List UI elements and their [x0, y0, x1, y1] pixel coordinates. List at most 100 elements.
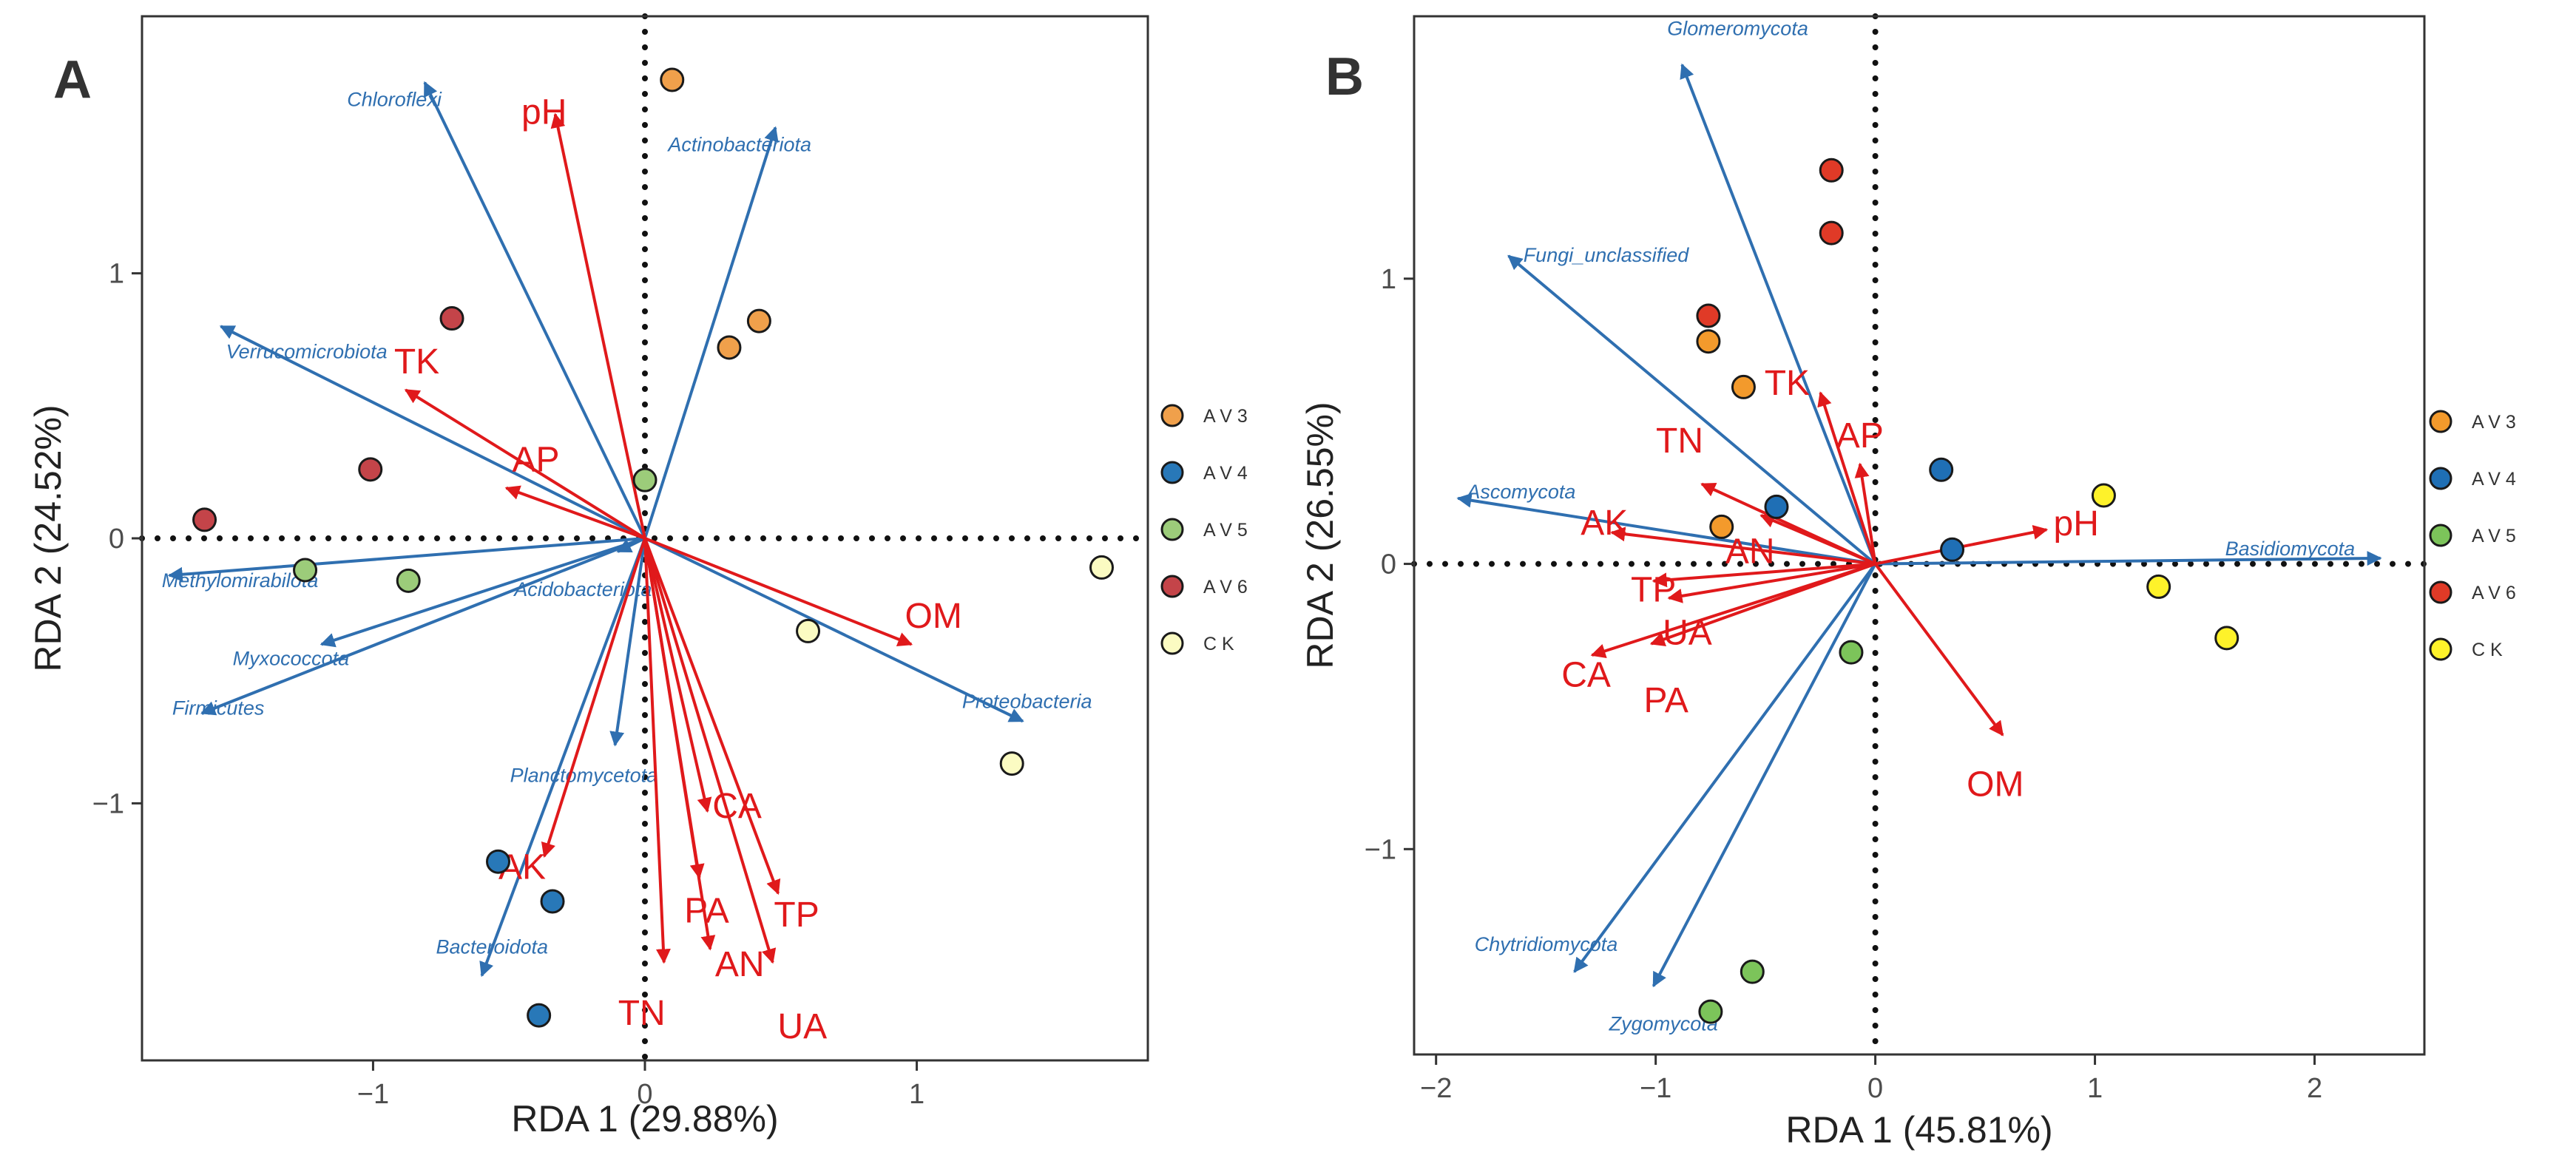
panel-a-point-av4-4 [540, 889, 565, 914]
panel-a-ticks: −1 0 1 −1 0 1 [92, 259, 924, 1110]
panel-a-species-arrow-bacteroidota [479, 538, 646, 978]
panel-a-env-arrow-ca [643, 538, 712, 813]
panel-b-y-tick-label-0: −1 [1365, 834, 1396, 865]
panel-a: A Chloroflexi Actinobacteriota Verrucomicr… [27, 13, 1248, 1140]
panel-a-species-arrow-firmicutes [200, 537, 646, 716]
panel-a-x-tick-label-1: 0 [637, 1079, 652, 1110]
panel-a-point-av6-9 [439, 306, 464, 331]
panel-a-point-ck-14 [999, 751, 1024, 776]
panel-a-point-ck-12 [796, 618, 821, 643]
panel-a-legend-label-ck: C K [1203, 634, 1234, 654]
panel-a-point-av3-0 [660, 67, 685, 92]
panel-b-env-arrow-ak [1610, 526, 1876, 566]
panel-a-env-label-ap: AP [513, 441, 560, 480]
panel-a-species-arrow-chloroflexi [423, 81, 646, 539]
panel-b-point-ck-12 [2091, 483, 2116, 508]
panel-a-env-arrow-tp [643, 538, 781, 895]
panel-b-point-ck-13 [2146, 574, 2171, 599]
panel-b-y-axis-label: RDA 2 (26.55%) [1299, 402, 1341, 668]
panel-b-species-arrow-basidiomycota [1875, 551, 2382, 566]
panel-b-point-av3-0 [1696, 329, 1721, 354]
panel-b-plot-area: Glomeromycota Fungi_unclassified Ascomycot… [1411, 13, 2427, 1057]
panel-a-legend-label-av5: A V 5 [1203, 520, 1248, 541]
panel-b-legend-swatch-av6 [2429, 580, 2452, 604]
panel-b: B Glomeromycota Fungi_unclassified Ascomyc… [1299, 13, 2516, 1151]
panel-b-point-av5-8 [1698, 999, 1723, 1024]
panel-b-env-arrow-tk [1817, 391, 1877, 565]
panel-a-env-arrow-tk [404, 388, 646, 540]
panel-b-env-arrow-ua [1667, 562, 1876, 603]
panel-b-species-label-chytridiomycota: Chytridiomycota [1475, 933, 1618, 955]
panel-a-species-label-planctomycetota: Planctomycetota [510, 765, 658, 787]
panel-b-env-arrow-tp [1652, 562, 1876, 588]
panel-b-env-label-tk: TK [1765, 364, 1810, 403]
panel-b-x-tick-label-1: −1 [1640, 1073, 1671, 1104]
panel-a-y-tick-label-2: 1 [109, 259, 124, 290]
panel-a-env-label-tp: TP [774, 895, 819, 935]
panel-a-env-arrow-om [644, 537, 913, 646]
panel-a-point-av4-5 [527, 1003, 552, 1028]
panel-b-env-label-an: AN [1725, 532, 1775, 572]
panel-b-letter: B [1325, 47, 1364, 106]
panel-a-species-label-bacteroidota: Bacteroidota [436, 935, 548, 958]
panel-b-x-tick-label-2: 0 [1867, 1073, 1883, 1104]
panel-b-legend-label-av6: A V 6 [2472, 583, 2516, 603]
panel-b-x-tick-label-4: 2 [2307, 1073, 2322, 1104]
panel-b-species-arrow-fungi-unclassified [1507, 254, 1876, 566]
panel-a-env-arrow-ap [504, 485, 646, 540]
panel-a-env-arrow-ph [550, 112, 646, 539]
panel-b-species-arrow-chytridiomycota [1573, 563, 1877, 973]
panel-b-env-label-ak: AK [1581, 504, 1628, 543]
panel-b-legend-label-av4: A V 4 [2472, 469, 2516, 490]
panel-a-point-av3-2 [717, 335, 742, 360]
panel-a-env-arrow-ua [643, 538, 777, 964]
panel-b-env-arrow-pa [1649, 562, 1876, 646]
panel-a-species-arrow-verrucomicrobiota [219, 325, 646, 540]
panel-b-frame [1413, 15, 2426, 1056]
panel-a-species-arrow-proteobacteria [644, 537, 1024, 723]
panel-b-x-axis-label: RDA 1 (45.81%) [1785, 1109, 2052, 1151]
panel-b-legend-swatch-av5 [2429, 524, 2452, 547]
panel-b-legend-swatch-ck [2429, 637, 2452, 661]
panel-b-species-arrow-ascomycota [1456, 492, 1876, 566]
panel-b-legend-swatch-av4 [2429, 467, 2452, 490]
panel-b-species-label-glomeromycota: Glomeromycota [1667, 18, 1808, 40]
panel-a-species-arrow-myxococcota [320, 537, 646, 648]
panel-b-species-arrow-zygomycota [1652, 563, 1877, 988]
panel-b-point-av3-1 [1731, 374, 1756, 399]
panel-b-point-av6-11 [1696, 303, 1721, 328]
panel-b-species-label-basidiomycota: Basidiomycota [2225, 538, 2356, 560]
panel-a-point-ck-13 [1089, 555, 1115, 580]
panel-a-env-label-tk: TK [394, 342, 439, 382]
panel-a-x-axis-label: RDA 1 (29.88%) [511, 1098, 778, 1140]
panel-a-letter: A [53, 50, 92, 109]
panel-a-legend-swatch-av4 [1160, 461, 1184, 484]
panel-b-point-ck-14 [2214, 626, 2239, 651]
panel-a-y-tick-label-1: 0 [109, 524, 124, 555]
panel-a-species-label-actinobacteriota: Actinobacteriota [666, 134, 811, 156]
panel-a-species-arrow-planctomycetota [609, 538, 646, 747]
panel-a-point-av5-7 [293, 558, 318, 583]
panel-b-point-av6-10 [1819, 220, 1844, 246]
panel-b-legend-label-av5: A V 5 [2472, 526, 2516, 546]
panel-b-env-arrow-an [1759, 513, 1876, 566]
panel-b-env-arrow-ap [1854, 462, 1877, 564]
panel-a-legend-swatch-ck [1160, 631, 1184, 655]
panel-b-legend-swatch-av3 [2429, 410, 2452, 433]
panel-b-legend-label-ck: C K [2472, 640, 2503, 660]
panel-b-env-label-om: OM [1967, 765, 2024, 805]
panel-b-point-av4-4 [1940, 537, 1965, 562]
panel-a-plot-area: Chloroflexi Actinobacteriota Verrucomicrob… [139, 13, 1151, 1063]
panel-b-ticks: −2 −1 0 1 2 −1 0 1 [1365, 264, 2322, 1104]
panel-b-env-arrow-om [1874, 563, 2004, 737]
panel-a-point-av6-10 [358, 457, 383, 482]
panel-b-point-av4-3 [1929, 457, 1954, 482]
panel-a-point-av6-11 [192, 507, 217, 532]
panel-a-env-label-om: OM [905, 597, 962, 636]
panel-a-legend-swatch-av5 [1160, 518, 1184, 541]
panel-a-legend: A V 3 A V 4 A V 5 A V 6 C K [1160, 404, 1248, 655]
panel-b-env-label-ph: pH [2054, 504, 2099, 544]
panel-b-y-tick-label-2: 1 [1381, 264, 1396, 295]
panel-b-env-label-tp: TP [1631, 570, 1676, 609]
